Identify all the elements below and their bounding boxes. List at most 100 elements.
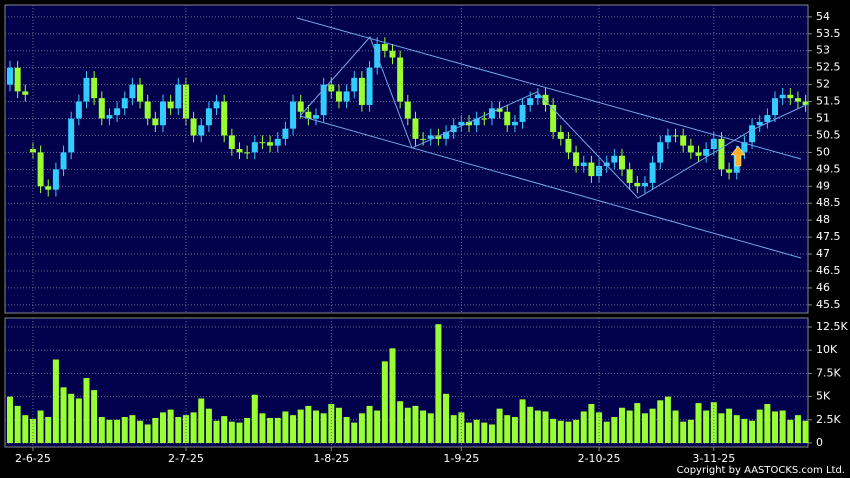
volume-bar (611, 417, 618, 444)
candle-body (756, 121, 763, 126)
volume-bar (114, 419, 121, 444)
y-tick-label: 48.5 (816, 196, 841, 209)
candle-body (167, 101, 174, 109)
volume-bar (672, 410, 679, 444)
candle-body (221, 101, 228, 136)
candle-body (718, 138, 725, 170)
volume-bar (626, 410, 633, 444)
candle-body (511, 121, 518, 126)
candle-body (274, 138, 281, 146)
volume-bar (649, 408, 656, 444)
candle-body (557, 132, 564, 139)
volume-bar (481, 422, 488, 444)
volume-bar (634, 403, 641, 444)
candle-body (313, 115, 319, 119)
volume-bar (137, 420, 144, 444)
candle-body (91, 77, 98, 99)
volume-bar (267, 417, 274, 444)
volume-bar (573, 419, 580, 444)
candle-body (52, 169, 59, 190)
volume-bar (198, 398, 205, 444)
candle-body (657, 142, 664, 163)
volume-bar (703, 410, 710, 444)
candle-body (519, 104, 526, 122)
volume-bar (473, 419, 480, 444)
candle-body (213, 101, 220, 109)
volume-bar (381, 361, 388, 444)
volume-bar (29, 418, 36, 444)
candle-body (550, 104, 557, 133)
candle-body (267, 142, 274, 146)
y-tick-label: 0 (816, 436, 823, 449)
candle-body (37, 152, 44, 187)
candle-body (7, 67, 13, 85)
candle-body (687, 145, 694, 153)
volume-bar (519, 399, 526, 444)
volume-bar (83, 378, 90, 444)
volume-bar (496, 408, 503, 444)
candle-body (129, 84, 136, 99)
candle-body (22, 91, 29, 95)
candle-body (588, 162, 595, 177)
volume-bar (794, 415, 801, 444)
volume-bar (542, 411, 549, 444)
candle-body (282, 128, 289, 139)
volume-bar (466, 422, 472, 444)
volume-bar (221, 416, 228, 444)
volume-bar (98, 417, 105, 444)
volume-bar (596, 412, 603, 444)
volume-bar (749, 420, 756, 444)
candle-body (98, 98, 105, 119)
volume-bar (251, 394, 258, 444)
volume-bar (244, 417, 251, 444)
volume-bar (488, 424, 495, 444)
volume-bar (259, 413, 266, 444)
volume-bar (412, 405, 419, 444)
y-tick-label: 49.5 (816, 162, 841, 175)
volume-bar (420, 410, 427, 444)
candle-body (481, 118, 488, 120)
y-tick-label: 2.5K (816, 413, 841, 426)
volume-bar (91, 390, 98, 444)
volume-bar (511, 417, 518, 444)
candle-body (68, 118, 75, 153)
x-tick-label: 2-7-25 (168, 452, 204, 465)
volume-bar (290, 415, 297, 444)
candle-body (664, 135, 671, 143)
candle-body (335, 91, 342, 102)
candle-body (565, 138, 572, 153)
volume-bar (764, 404, 771, 444)
candle-body (412, 118, 419, 139)
candle-body (749, 125, 756, 143)
x-tick-label: 3-11-25 (692, 452, 735, 465)
volume-bar (756, 409, 763, 444)
y-tick-label: 51 (816, 112, 830, 125)
volume-bar (52, 359, 59, 444)
candle-body (596, 165, 603, 177)
volume-bar (22, 415, 29, 444)
y-tick-label: 52 (816, 78, 830, 91)
candle-body (397, 57, 404, 102)
volume-bar (343, 417, 350, 444)
volume-bar (779, 410, 786, 444)
volume-bar (458, 412, 465, 444)
candle-body (160, 101, 166, 126)
volume-bar (603, 421, 610, 444)
y-tick-label: 53 (816, 44, 830, 57)
y-tick-label: 10K (816, 343, 838, 356)
candle-body (573, 152, 580, 166)
candle-body (496, 108, 503, 112)
volume-bar (565, 421, 572, 444)
volume-bar (106, 419, 113, 444)
channel-upper (296, 17, 802, 160)
volume-bar (7, 396, 13, 444)
candle-body (228, 135, 235, 150)
volume-bar (228, 421, 235, 444)
candle-body (649, 162, 656, 183)
candle-body (626, 169, 633, 183)
volume-bar (282, 411, 289, 444)
candle-body (389, 50, 396, 58)
copyright: Copyright by AASTOCKS.com Ltd. (677, 465, 845, 476)
volume-bar (787, 419, 794, 444)
